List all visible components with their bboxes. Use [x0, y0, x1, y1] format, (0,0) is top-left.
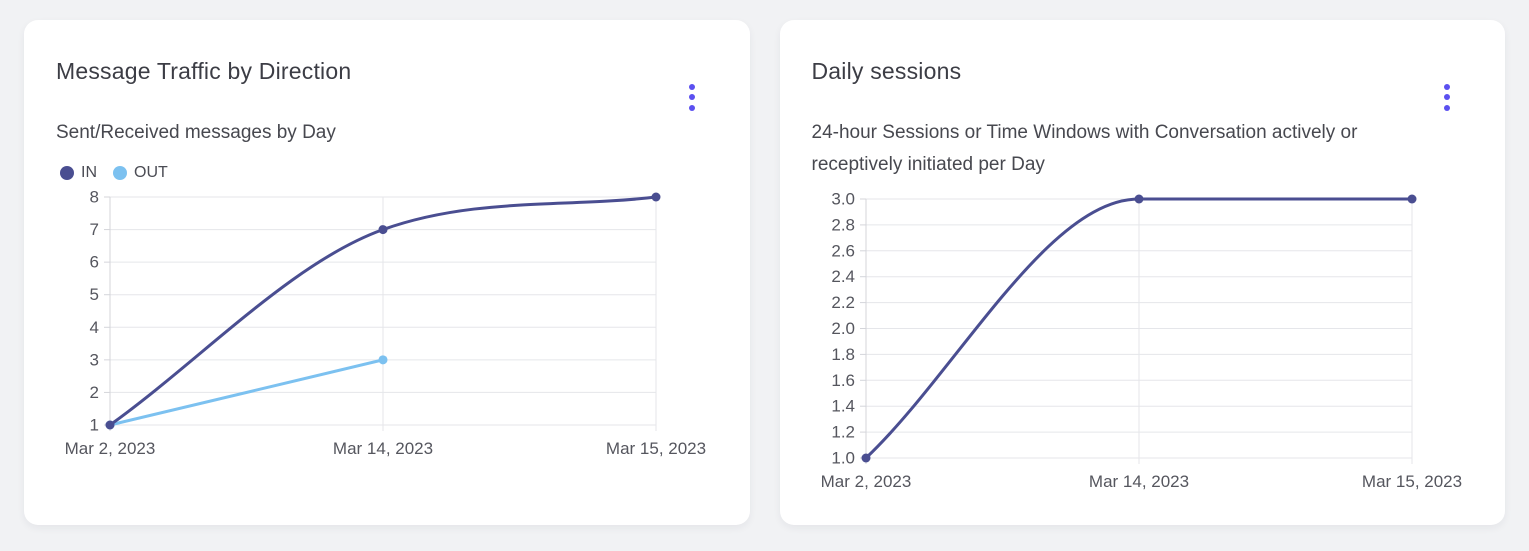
kebab-dot [688, 94, 695, 100]
kebab-dot [1444, 83, 1450, 90]
kebab-dot [688, 104, 695, 111]
y-axis-tick-label: 1.6 [831, 371, 855, 390]
legend-dot-out [113, 165, 127, 180]
kebab-dot [1444, 104, 1450, 111]
y-axis-tick-label: 5 [90, 285, 99, 304]
y-axis-tick-label: 3.0 [831, 190, 855, 209]
chart-legend: IN OUT [60, 164, 718, 182]
data-point[interactable] [105, 420, 115, 429]
y-axis-tick-label: 2.4 [831, 268, 855, 287]
legend-item-in[interactable]: IN [60, 164, 97, 182]
data-point[interactable] [651, 192, 661, 201]
card-daily-sessions: Daily sessions 24-hour Sessions or Time … [779, 20, 1505, 525]
line-chart-message-traffic: 1 2 3 4 5 6 7 8 Mar 2, 2023 Mar 14, 2023 Mar 15, 2… [65, 187, 706, 458]
card-title-message-traffic: Message Traffic by Direction [56, 58, 352, 84]
data-point[interactable] [378, 354, 388, 364]
card-subtitle-message-traffic: Sent/Received messages by Day [56, 121, 336, 143]
kebab-dot [1444, 94, 1450, 100]
line-chart-daily-sessions: 1.0 1.2 1.4 1.6 1.8 2.0 2.2 2.4 2.6 2.8 3.0 Mar 2, … [820, 190, 1461, 492]
legend-item-out[interactable]: OUT [113, 164, 168, 182]
data-point[interactable] [378, 224, 388, 234]
legend-label-out: OUT [134, 163, 168, 181]
y-axis-tick-label: 2.0 [831, 319, 855, 338]
y-axis-tick-label: 2.8 [831, 216, 855, 235]
card-title-daily-sessions: Daily sessions [811, 58, 962, 84]
y-axis-tick-label: 8 [90, 187, 99, 206]
y-axis-tick-label: 1.4 [831, 397, 855, 416]
x-axis-tick-label: Mar 14, 2023 [1088, 472, 1188, 491]
y-axis-tick-label: 4 [90, 317, 99, 336]
card-subtitle-daily-sessions: 24-hour Sessions or Time Windows with Co… [811, 121, 1358, 175]
x-axis-tick-label: Mar 15, 2023 [606, 439, 706, 458]
y-axis-tick-label: 1.0 [831, 449, 855, 468]
data-point[interactable] [1134, 194, 1143, 204]
y-axis-tick-label: 2.2 [831, 294, 855, 313]
x-axis-tick-label: Mar 2, 2023 [820, 472, 911, 491]
y-axis-tick-label: 7 [90, 220, 99, 239]
x-axis-tick-label: Mar 15, 2023 [1361, 472, 1461, 491]
x-axis-tick-label: Mar 14, 2023 [333, 439, 433, 458]
y-axis-tick-label: 1.8 [831, 345, 855, 364]
y-axis-tick-label: 3 [90, 350, 99, 369]
x-axis-tick-label: Mar 2, 2023 [65, 439, 156, 458]
y-axis-tick-label: 2.6 [831, 242, 855, 261]
kebab-menu-icon[interactable] [1435, 80, 1459, 114]
series-line-out [108, 357, 385, 426]
kebab-menu-icon[interactable] [680, 80, 704, 114]
y-axis-tick-label: 1 [90, 415, 99, 434]
data-point[interactable] [1407, 194, 1416, 204]
card-message-traffic: Message Traffic by Direction Sent/Receiv… [24, 20, 750, 525]
y-axis-tick-label: 2 [90, 382, 99, 401]
y-axis-tick-label: 6 [90, 252, 99, 271]
kebab-dot [688, 83, 695, 90]
legend-dot-in [60, 165, 74, 180]
y-axis-tick-label: 1.2 [831, 423, 855, 442]
series-line-daily-sessions [864, 197, 1413, 460]
legend-label-in: IN [81, 163, 97, 181]
data-point[interactable] [861, 453, 870, 463]
